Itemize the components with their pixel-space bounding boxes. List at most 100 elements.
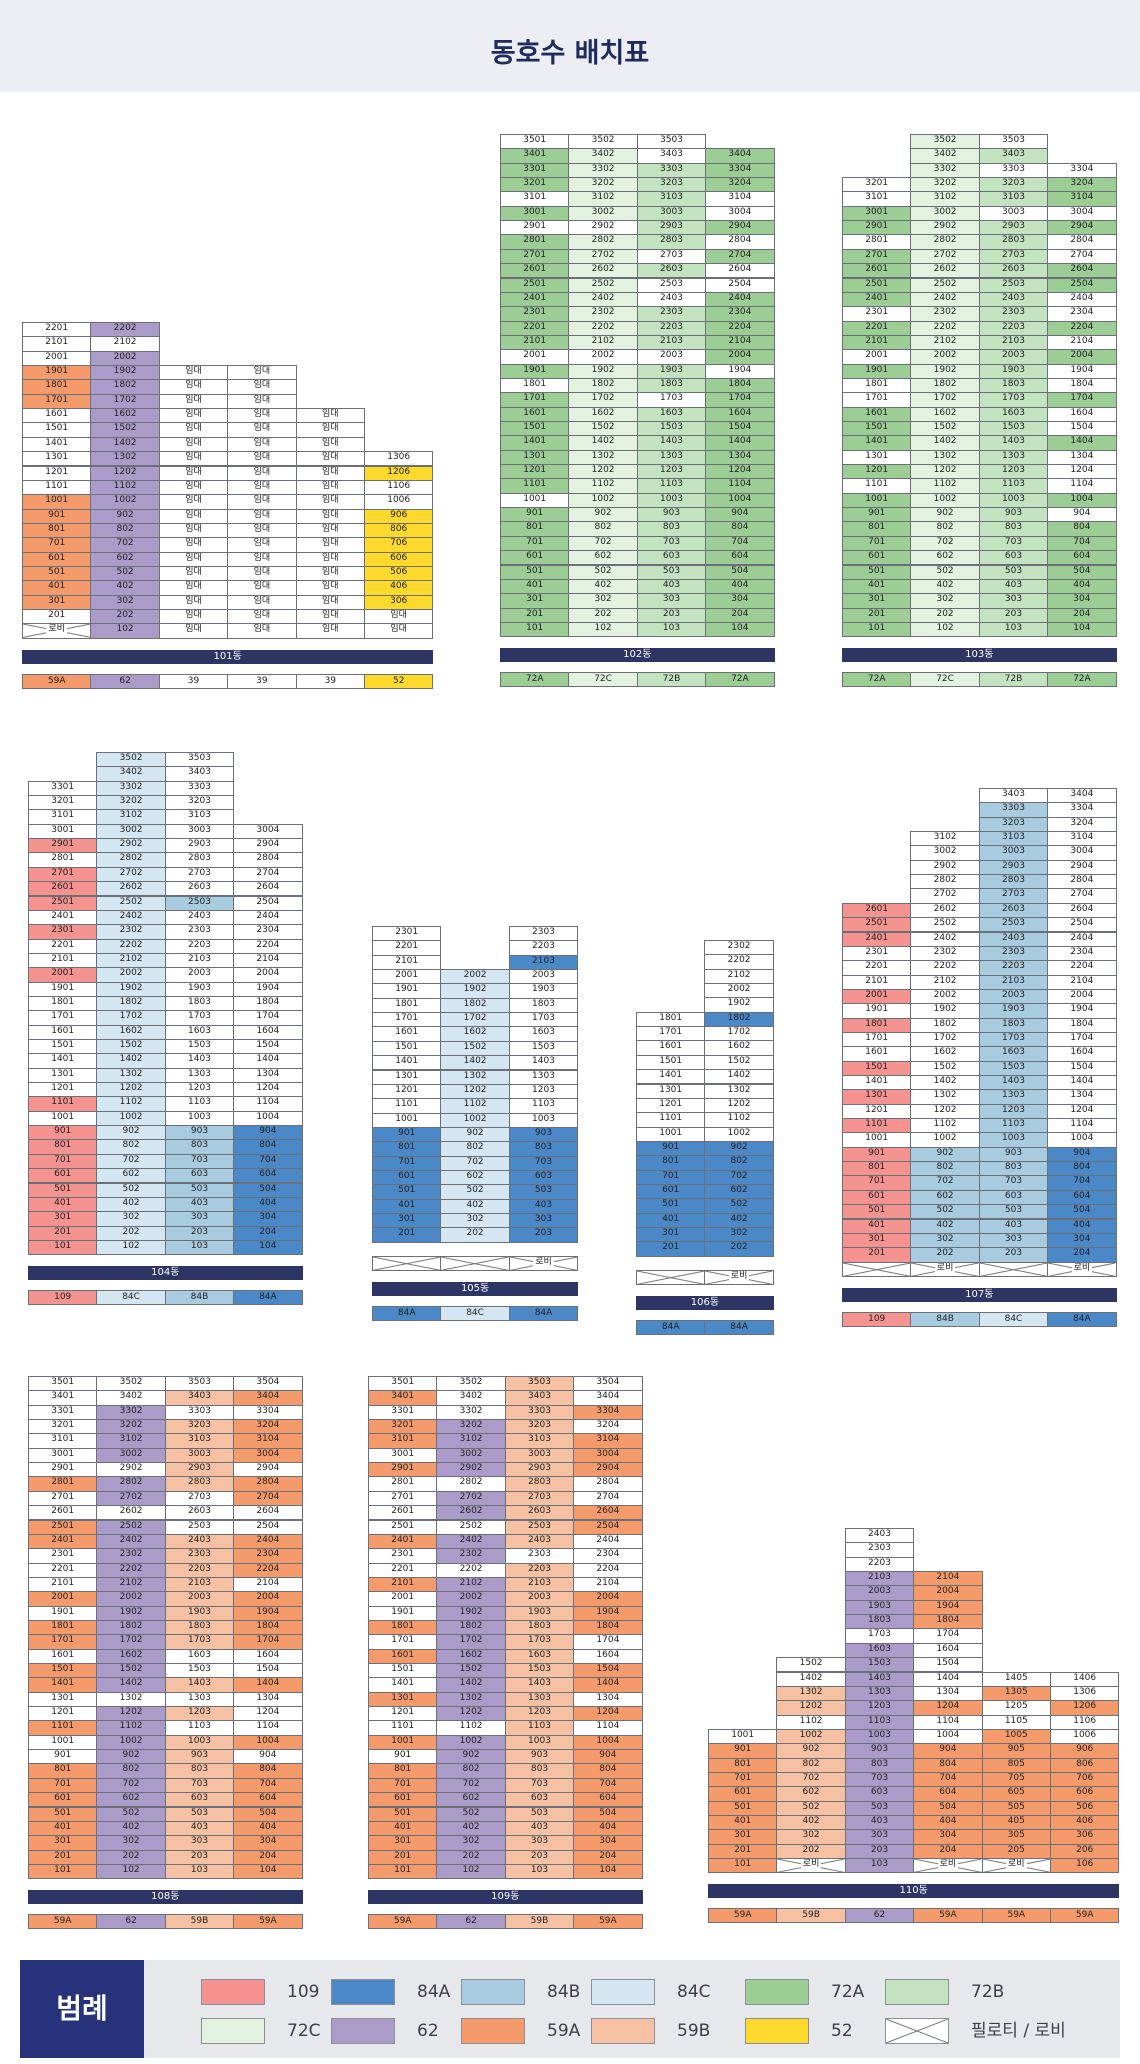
unit-cell: 701 [372,1155,442,1171]
unit-cell: 1101 [842,478,912,494]
title-bar [0,0,1140,92]
unit-cell: 2602 [910,263,980,279]
unit-cell: 1402 [96,1677,166,1693]
unit-cell: 2702 [910,248,980,265]
building-name: 105동 [372,1282,579,1297]
unit-cell: 1702 [96,1010,166,1026]
unit-cell: 1302 [568,449,638,466]
piloti-cross-icon [843,1263,910,1276]
unit-cell: 1002 [910,492,980,509]
piloti-cross-icon [980,1263,1047,1276]
unit-cell: 806 [1050,1757,1120,1773]
unit-type-cell: 109 [842,1311,912,1327]
building-name: 102동 [500,648,775,663]
unit-cell: 1604 [1047,406,1117,422]
unit-cell: 3001 [368,1447,438,1464]
legend-item: 52 [745,2018,945,2044]
unit-cell: 1504 [233,1039,303,1055]
unit-cell: 임대 [227,479,297,496]
unit-cell: 3303 [164,1404,235,1421]
unit-cell: 2402 [96,909,166,926]
unit-cell: 302 [96,1211,166,1227]
unit-cell: 임대 [158,537,229,553]
unit-cell: 602 [90,551,160,567]
unit-cell: 304 [1047,1232,1117,1249]
unit-cell: 2203 [504,1562,575,1578]
unit-cell: 802 [96,1763,166,1779]
unit-cell: 2901 [28,838,98,854]
unit-cell: 1104 [573,1720,643,1736]
unit-cell: 1902 [704,997,774,1013]
unit-cell: 3102 [568,191,638,207]
unit-cell: 2304 [705,306,775,322]
unit-cell: 2301 [842,306,912,322]
unit-cell: 1801 [22,379,92,395]
unit-cell: 2102 [436,1576,506,1593]
unit-cell: 1103 [504,1720,575,1736]
unit-cell: 임대 [295,565,365,582]
unit-cell: 1902 [90,365,160,381]
unit-cell: 2301 [368,1548,438,1564]
unit-cell: 3101 [28,809,98,825]
unit-cell: 3101 [842,191,912,207]
unit-cell: 1701 [636,1026,706,1042]
unit-cell: 2904 [233,838,303,854]
unit-cell: 2703 [164,866,235,883]
unit-cell: 3404 [705,148,775,164]
legend-item: 109 [201,1979,401,2005]
unit-cell: 2002 [910,349,980,365]
unit-cell: 2902 [436,1462,506,1478]
unit-cell: 1202 [568,464,638,480]
unit-cell: 3501 [368,1376,438,1392]
unit-cell: 2302 [910,306,980,322]
unit-cell: 202 [96,1225,166,1241]
unit-cell: 1304 [913,1685,983,1702]
unit-cell: 3402 [96,766,166,782]
unit-type-cell: 39 [295,673,365,689]
unit-cell: 3102 [96,1433,166,1449]
unit-cell: 1202 [96,1706,166,1722]
unit-cell: 404 [1047,1218,1117,1234]
piloti-cross-icon [441,1257,508,1270]
unit-cell: 604 [913,1786,983,1802]
unit-cell: 2603 [164,881,235,897]
unit-cell: 903 [508,1126,579,1143]
unit-cell: 1402 [436,1677,506,1693]
unit-cell: 504 [233,1806,303,1822]
unit-cell: 1304 [233,1691,303,1708]
unit-cell: 1204 [705,464,775,480]
unit-cell: 802 [910,521,980,537]
unit-cell: 2202 [910,960,980,976]
unit-cell: 1402 [96,1053,166,1069]
legend-item: 72C [201,2018,401,2044]
unit-cell: 1502 [704,1054,774,1071]
unit-cell: 606 [364,551,434,567]
unit-cell: 604 [233,1792,303,1808]
unit-type-cell: 52 [364,673,434,689]
unit-cell: 1501 [842,421,912,437]
unit-cell: 701 [842,535,912,552]
unit-cell: 1104 [1047,478,1117,494]
unit-cell: 206 [1050,1843,1120,1860]
unit-cell: 2401 [28,909,98,926]
unit-cell: 1202 [910,464,980,480]
unit-cell: 3304 [573,1404,643,1421]
unit-cell: 1803 [164,995,235,1012]
unit-cell: 904 [913,1743,983,1759]
unit-cell: 1703 [508,1012,579,1028]
unit-cell: 303 [504,1835,575,1851]
unit-cell: 1203 [508,1083,579,1100]
unit-cell: 406 [364,580,434,596]
unit-cell: 1504 [1047,1060,1117,1076]
building-name: 104동 [28,1266,303,1281]
unit-cell: 1501 [372,1040,442,1057]
unit-cell: 504 [1047,1204,1117,1220]
unit-cell: 임대 [158,508,229,524]
legend-label-text: 72C [287,2021,321,2041]
unit-cell: 2104 [233,952,303,969]
unit-cell: 501 [368,1806,438,1822]
unit-cell: 1201 [368,1706,438,1722]
unit-cell: 3204 [1047,816,1117,833]
unit-cell: 1004 [233,1110,303,1127]
unit-cell: 701 [28,1153,98,1170]
